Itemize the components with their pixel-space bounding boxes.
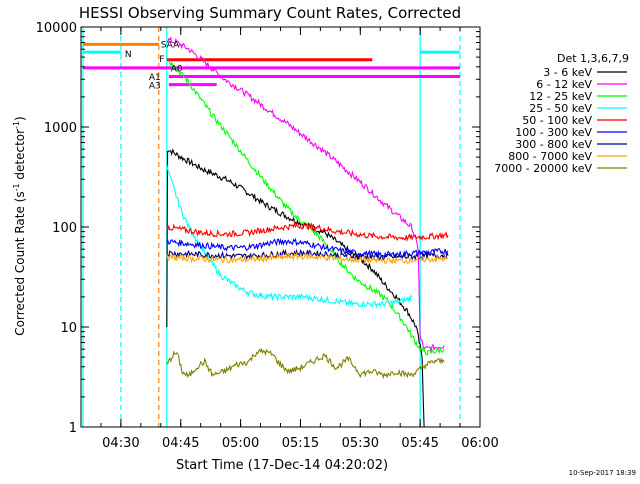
legend-label-8: 7000 - 20000 keV — [494, 162, 592, 175]
annotation-label-5: A3 — [149, 82, 161, 92]
annotation-label-2: F — [159, 55, 164, 65]
x-tick-label-0: 04:30 — [102, 436, 139, 451]
series-line-8 — [166, 347, 445, 380]
annotation-label-4: A1 — [149, 73, 161, 83]
x-tick-label-3: 05:15 — [282, 436, 319, 451]
y-axis-label-part2: detector — [13, 129, 27, 184]
series-line-6 — [166, 248, 449, 261]
chart-title: HESSI Observing Summary Count Rates, Cor… — [79, 4, 461, 22]
annotation-label-3: A0 — [171, 64, 183, 74]
legend-label-7: 800 - 7000 keV — [508, 150, 592, 163]
legend-label-1: 6 - 12 keV — [536, 78, 592, 91]
series-line-7 — [166, 251, 449, 265]
legend-label-2: 12 - 25 keV — [529, 90, 592, 103]
y-axis-label-sup2: -1 — [12, 121, 21, 129]
x-tick-label-1: 04:45 — [162, 436, 199, 451]
y-axis-label: Corrected Count Rate (s-1 detector-1) — [12, 116, 27, 335]
x-tick-label-5: 05:45 — [401, 436, 438, 451]
y-tick-label-4: 10000 — [36, 21, 77, 36]
annotation-label-0: SAA — [161, 41, 180, 51]
y-tick-label-3: 1000 — [44, 121, 77, 136]
y-axis-label-part3: ) — [13, 116, 27, 121]
y-axis-label-sup1: -1 — [12, 183, 21, 191]
legend-label-0: 3 - 6 keV — [543, 66, 592, 79]
series-line-0 — [166, 148, 425, 428]
legend-label-3: 25 - 50 keV — [529, 102, 592, 115]
y-axis-label-part1: Corrected Count Rate (s — [13, 191, 27, 335]
x-tick-label-2: 05:00 — [222, 436, 259, 451]
y-tick-label-1: 10 — [60, 321, 77, 336]
series-line-3 — [166, 164, 413, 309]
y-tick-label-0: 1 — [69, 421, 77, 436]
x-axis-label: Start Time (17-Dec-14 04:20:02) — [176, 458, 388, 473]
series-line-4 — [166, 221, 449, 242]
annotation-label-1: N — [125, 50, 132, 60]
legend-title: Det 1,3,6,7,9 — [557, 52, 629, 65]
y-tick-label-2: 100 — [52, 221, 77, 236]
series-line-1 — [166, 36, 445, 353]
x-tick-label-6: 06:00 — [461, 436, 498, 451]
series-line-2 — [166, 60, 445, 356]
legend-label-6: 300 - 800 keV — [515, 138, 592, 151]
footer-timestamp: 10-Sep-2017 18:39 — [569, 469, 636, 477]
x-tick-label-4: 05:30 — [342, 436, 379, 451]
legend-label-4: 50 - 100 keV — [522, 114, 592, 127]
legend-label-5: 100 - 300 keV — [515, 126, 592, 139]
